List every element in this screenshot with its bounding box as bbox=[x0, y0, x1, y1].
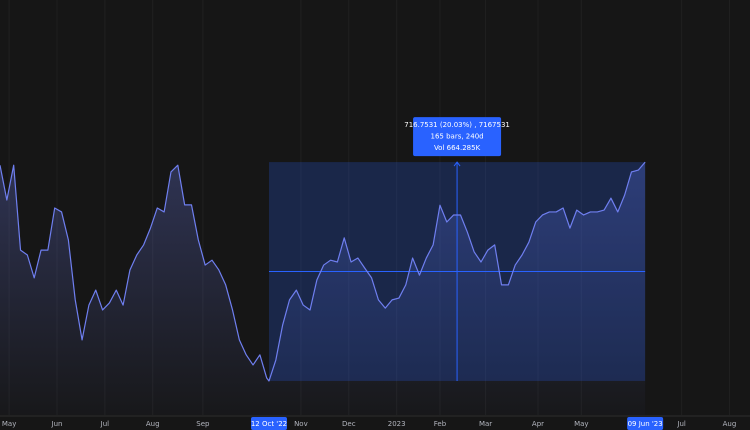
x-tick-label: Aug bbox=[723, 420, 737, 428]
x-tick-label: May bbox=[2, 420, 16, 428]
line bbox=[0, 161, 646, 382]
x-tick-label: Jun bbox=[51, 420, 63, 428]
x-tick-label: 2023 bbox=[388, 420, 406, 428]
axis-marker bbox=[250, 417, 287, 430]
x-tick-label: Jul bbox=[100, 420, 110, 428]
measure-text: 716.7531 (20.03%) , 7167531 bbox=[404, 121, 510, 129]
x-tick-label: Aug bbox=[146, 420, 160, 428]
x-tick-label: May bbox=[574, 420, 588, 428]
measure-text: Vol 664.285K bbox=[434, 144, 481, 152]
axis-marker-label: 12 Oct '22 bbox=[251, 420, 287, 428]
x-tick-label: Sep bbox=[196, 420, 210, 428]
axis-marker bbox=[627, 417, 664, 430]
x-tick-label: Feb bbox=[434, 420, 447, 428]
measure-tooltip bbox=[413, 117, 502, 157]
area bbox=[0, 162, 646, 415]
measure-text: 165 bars, 240d bbox=[431, 133, 484, 141]
x-tick-label: Nov bbox=[294, 420, 308, 428]
measure-arrow bbox=[453, 161, 461, 167]
x-tick-label: Jul bbox=[676, 420, 686, 428]
x-tick-label: Dec bbox=[342, 420, 356, 428]
x-tick-label: Apr bbox=[532, 420, 544, 428]
x-tick-label: Mar bbox=[479, 420, 492, 428]
axis-marker-label: 09 Jun '23 bbox=[628, 420, 663, 428]
